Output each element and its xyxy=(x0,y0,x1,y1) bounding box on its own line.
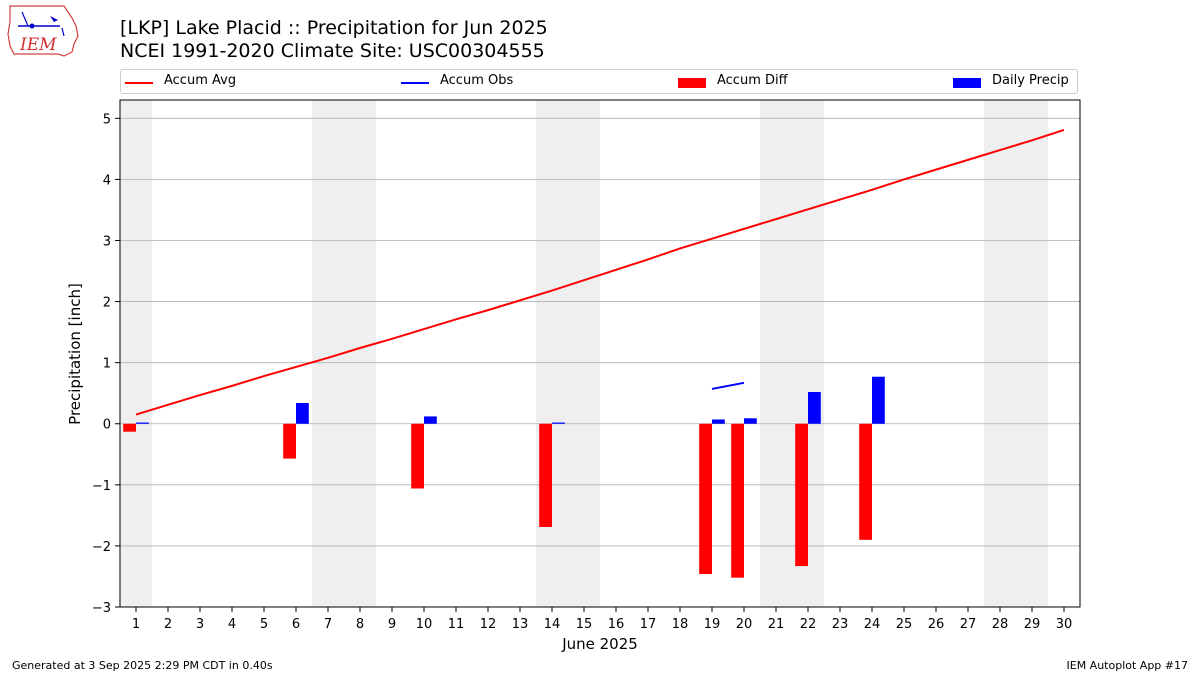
weekend-band xyxy=(760,100,824,607)
x-tick-label: 13 xyxy=(512,617,529,632)
daily-precip-bar xyxy=(424,416,437,424)
y-tick-label: 5 xyxy=(103,112,111,127)
x-tick-label: 8 xyxy=(356,617,364,632)
accum-diff-bar xyxy=(699,423,712,575)
y-tick-label: 0 xyxy=(103,418,111,433)
x-tick-label: 10 xyxy=(416,617,433,632)
weekend-band xyxy=(536,100,600,607)
x-tick-label: 26 xyxy=(928,617,945,632)
legend-label: Accum Avg xyxy=(164,73,237,88)
x-tick-label: 19 xyxy=(704,617,721,632)
x-tick-label: 17 xyxy=(640,617,657,632)
daily-precip-bar xyxy=(136,422,149,424)
y-tick-label: −2 xyxy=(92,540,111,555)
x-axis-label: June 2025 xyxy=(561,635,638,653)
y-axis-label: Precipitation [inch] xyxy=(66,283,84,425)
x-tick-label: 22 xyxy=(800,617,817,632)
daily-precip-bar xyxy=(296,402,309,424)
accum-obs-line xyxy=(711,381,745,390)
footer-app: IEM Autoplot App #17 xyxy=(1066,659,1189,672)
legend-label: Daily Precip xyxy=(992,73,1069,88)
accum-diff-bar xyxy=(539,423,552,527)
x-tick-label: 23 xyxy=(832,617,849,632)
x-tick-label: 14 xyxy=(544,617,561,632)
accum-diff-bar xyxy=(283,423,296,459)
y-tick-label: 3 xyxy=(103,234,111,249)
accum-avg-line xyxy=(135,128,1065,416)
y-tick-label: 4 xyxy=(103,173,111,188)
chart-title: [LKP] Lake Placid :: Precipitation for J… xyxy=(120,17,548,39)
x-tick-label: 29 xyxy=(1024,617,1041,632)
x-tick-label: 9 xyxy=(388,617,396,632)
y-tick-label: −1 xyxy=(92,479,111,494)
x-tick-label: 3 xyxy=(196,617,204,632)
x-tick-label: 28 xyxy=(992,617,1009,632)
weekend-band xyxy=(120,100,152,607)
y-axis: −3 −2 −1 0 1 2 3 4 5 xyxy=(92,112,120,616)
x-tick-label: 7 xyxy=(324,617,332,632)
lines xyxy=(135,128,1065,416)
legend-swatch-daily-precip xyxy=(953,78,981,88)
legend: Accum Avg Accum Obs Accum Diff Daily Pre… xyxy=(120,69,1078,94)
x-tick-label: 18 xyxy=(672,617,689,632)
y-tick-label: 1 xyxy=(103,357,111,372)
y-tick-label: −3 xyxy=(92,601,111,616)
bars xyxy=(123,376,885,578)
weekend-band xyxy=(984,100,1048,607)
x-tick-label: 24 xyxy=(864,617,881,632)
daily-precip-bar xyxy=(552,422,565,424)
x-tick-label: 27 xyxy=(960,617,977,632)
weekend-bands xyxy=(120,100,1048,607)
chart-subtitle: NCEI 1991-2020 Climate Site: USC00304555 xyxy=(120,40,545,62)
accum-diff-bar xyxy=(795,423,808,567)
x-tick-label: 11 xyxy=(448,617,465,632)
x-tick-label: 5 xyxy=(260,617,268,632)
x-tick-label: 4 xyxy=(228,617,236,632)
daily-precip-bar xyxy=(872,376,885,424)
x-axis: 1 2 3 4 5 6 7 8 9 10 11 12 13 14 15 16 17 18 19 20 21 22 23 24 2… xyxy=(132,607,1072,632)
accum-diff-bar xyxy=(859,423,872,540)
legend-swatch-accum-obs xyxy=(401,82,429,84)
x-tick-label: 16 xyxy=(608,617,625,632)
daily-precip-bar xyxy=(808,391,821,424)
footer-generated: Generated at 3 Sep 2025 2:29 PM CDT in 0… xyxy=(12,659,273,672)
y-tick-label: 2 xyxy=(103,296,111,311)
x-tick-label: 21 xyxy=(768,617,785,632)
x-tick-label: 15 xyxy=(576,617,593,632)
x-tick-label: 12 xyxy=(480,617,497,632)
x-tick-label: 30 xyxy=(1056,617,1073,632)
legend-label: Accum Diff xyxy=(717,73,788,88)
accum-diff-bar xyxy=(411,423,424,489)
iem-logo: IEM xyxy=(7,5,79,57)
plot-frame xyxy=(119,99,1081,608)
daily-precip-bar xyxy=(744,418,757,424)
x-tick-label: 2 xyxy=(164,617,172,632)
legend-label: Accum Obs xyxy=(440,73,514,88)
legend-swatch-accum-avg xyxy=(125,82,153,84)
x-tick-label: 1 xyxy=(132,617,140,632)
x-tick-label: 6 xyxy=(292,617,300,632)
accum-diff-bar xyxy=(123,423,136,432)
x-tick-label: 20 xyxy=(736,617,753,632)
accum-diff-bar xyxy=(731,423,744,578)
legend-swatch-accum-diff xyxy=(678,78,706,88)
daily-precip-bar xyxy=(712,419,725,424)
logo-text: IEM xyxy=(19,35,57,55)
x-tick-label: 25 xyxy=(896,617,913,632)
